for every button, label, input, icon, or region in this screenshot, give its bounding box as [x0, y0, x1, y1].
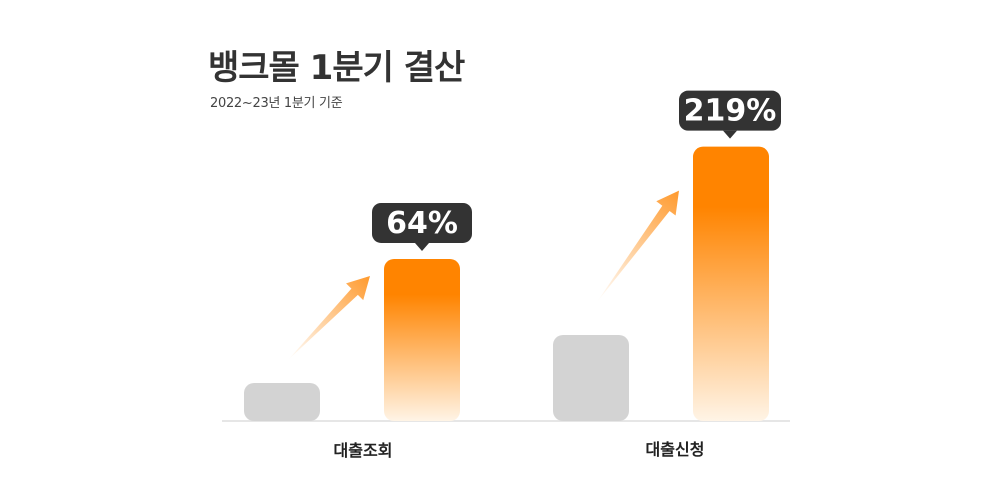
growth-bar-1: [384, 258, 460, 421]
chart-title: 뱅크몰 1분기 결산: [208, 48, 465, 88]
growth-callout-1: 64%: [372, 202, 472, 251]
chart-subtitle: 2022~23년 1분기 기준: [210, 96, 343, 111]
growth-label-1: 64%: [386, 206, 458, 241]
growth-label-2: 219%: [684, 94, 777, 129]
growth-bar-2: [693, 146, 769, 421]
base-bar-1: [244, 383, 320, 421]
category-label-2: 대출신청: [646, 440, 705, 459]
growth-arrow-1: [288, 275, 370, 360]
base-bar-2: [553, 335, 629, 421]
growth-arrow-2: [597, 190, 679, 302]
growth-callout-2: 219%: [679, 90, 781, 139]
category-label-1: 대출조회: [334, 441, 393, 460]
